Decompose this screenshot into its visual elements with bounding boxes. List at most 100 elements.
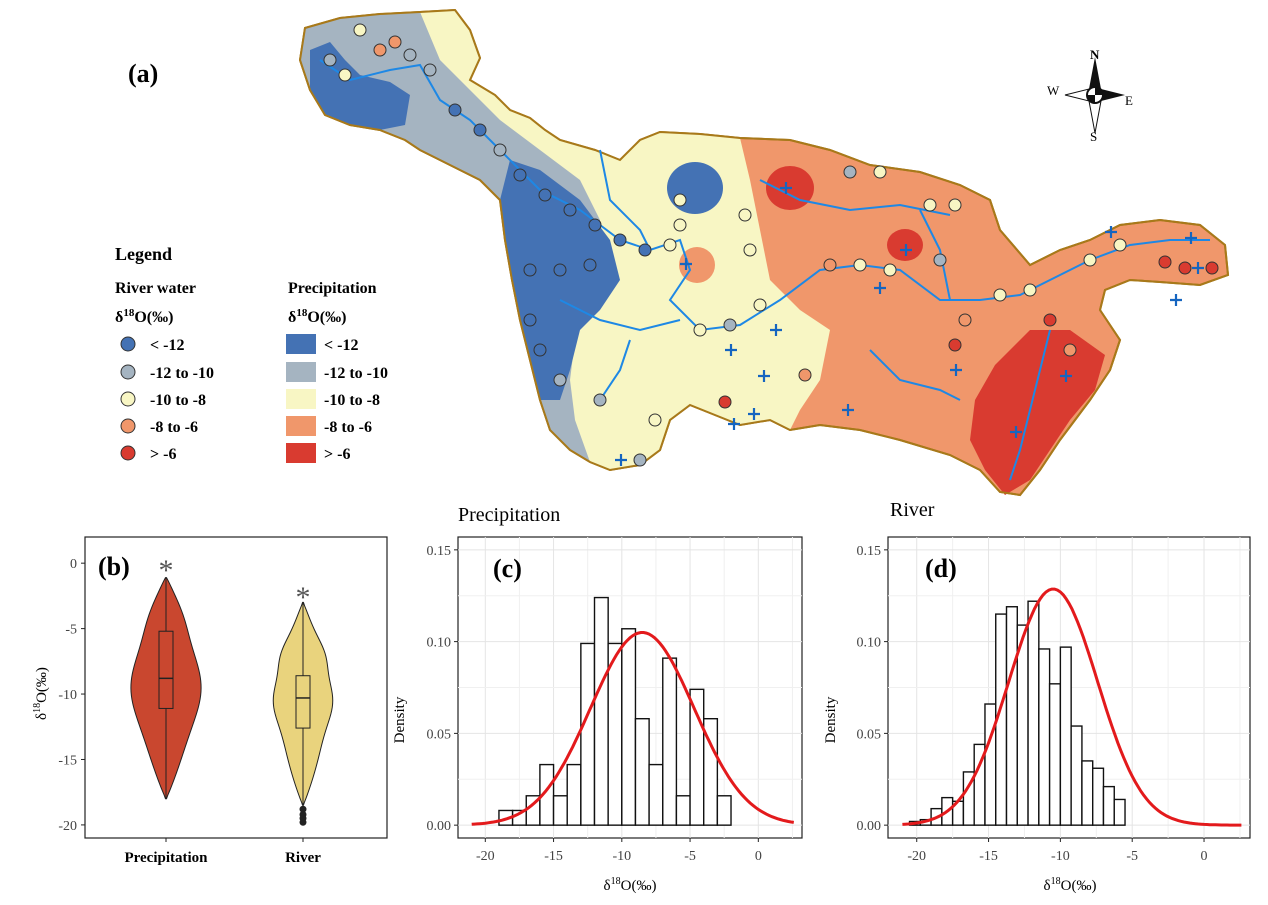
sample-point bbox=[923, 198, 937, 212]
hist-precip-ticks: -20 -15 -10 -5 0 0.00 0.05 0.10 0.15 bbox=[427, 544, 762, 864]
hist-ytick-label: 0.00 bbox=[427, 819, 452, 834]
sample-point bbox=[693, 323, 707, 337]
compass-center-fill bbox=[1087, 87, 1103, 103]
zone-red-south bbox=[970, 330, 1105, 495]
hist-bar bbox=[1113, 798, 1126, 826]
sample-point bbox=[673, 193, 687, 207]
hist-xtick-label: 0 bbox=[1201, 849, 1208, 864]
hist-river-xlabel: δ18O(‰) bbox=[1044, 876, 1097, 894]
sample-point bbox=[338, 68, 352, 82]
precip-stations bbox=[615, 182, 1204, 466]
sample-point bbox=[738, 208, 752, 222]
zone-blue-central bbox=[500, 160, 620, 400]
sample-point bbox=[473, 123, 487, 137]
station-cross bbox=[900, 244, 912, 256]
hist-precip-title: Precipitation bbox=[458, 504, 560, 526]
legend-precip-label-5: > -6 bbox=[324, 446, 350, 463]
sample-point bbox=[798, 368, 812, 382]
sample-point bbox=[743, 243, 757, 257]
violin-precipitation bbox=[130, 577, 202, 800]
station-cross bbox=[842, 404, 854, 416]
sample-point bbox=[753, 298, 767, 312]
histogram-river-panel: River -20 -15 -10 -5 0 0.00 0.05 0.10 0.15 (d) D… bbox=[823, 499, 1251, 894]
legend-river-swatch-5 bbox=[120, 445, 136, 461]
sample-point bbox=[648, 413, 662, 427]
hist-river-title: River bbox=[890, 499, 935, 521]
hist-bar bbox=[1005, 606, 1018, 826]
station-cross bbox=[1105, 226, 1117, 238]
sample-point bbox=[563, 203, 577, 217]
sample-point bbox=[1178, 261, 1192, 275]
sample-point bbox=[1043, 313, 1057, 327]
hist-bar bbox=[580, 642, 596, 826]
hist-bar bbox=[607, 642, 623, 826]
legend-river-swatch-4 bbox=[120, 418, 136, 434]
legend-river-title: River water bbox=[115, 280, 196, 297]
hist-ytick-label: 0.00 bbox=[857, 819, 882, 834]
sample-point bbox=[723, 318, 737, 332]
sample-point bbox=[1113, 238, 1127, 252]
legend-precip-swatch-1 bbox=[286, 334, 316, 354]
legend-precip-label-2: -12 to -10 bbox=[324, 365, 388, 382]
sample-point bbox=[553, 263, 567, 277]
station-cross bbox=[748, 408, 760, 420]
tributary-4 bbox=[919, 209, 951, 301]
map-panel: (a) N S E W Legend River water δ18O(‰) P… bbox=[115, 8, 1230, 497]
tributary-6 bbox=[869, 349, 961, 401]
sample-point bbox=[403, 48, 417, 62]
legend-river-swatch-1 bbox=[120, 336, 136, 352]
legend-precip-swatch-5 bbox=[286, 443, 316, 463]
tributary-1 bbox=[599, 149, 651, 251]
sample-point bbox=[883, 263, 897, 277]
station-cross bbox=[680, 258, 692, 270]
sample-point bbox=[1063, 343, 1077, 357]
compass-s: S bbox=[1090, 129, 1097, 144]
violin-ytick-label: -20 bbox=[58, 819, 77, 834]
compass-w: W bbox=[1047, 83, 1060, 98]
hist-river-ticks: -20 -15 -10 -5 0 0.00 0.05 0.10 0.15 bbox=[857, 544, 1208, 864]
hist-bar bbox=[1059, 646, 1072, 826]
station-cross bbox=[780, 182, 792, 194]
legend-precip-swatch-4 bbox=[286, 416, 316, 436]
hist-ytick-label: 0.05 bbox=[427, 727, 452, 742]
hist-xtick-label: -20 bbox=[907, 849, 926, 864]
hist-bar bbox=[1038, 648, 1051, 826]
boxplot-outlier bbox=[299, 805, 307, 813]
sample-point bbox=[663, 238, 677, 252]
river-sample-points bbox=[323, 23, 1219, 467]
station-cross bbox=[725, 344, 737, 356]
hist-xtick-label: -15 bbox=[979, 849, 998, 864]
violin-boxplots bbox=[158, 577, 311, 826]
hist-xtick-label: -10 bbox=[612, 849, 631, 864]
hist-bar bbox=[648, 763, 664, 826]
hist-bar bbox=[1048, 683, 1062, 826]
sample-point bbox=[1083, 253, 1097, 267]
hist-bar bbox=[621, 628, 637, 826]
hist-precip-bars bbox=[498, 596, 732, 826]
panel-label-b: (b) bbox=[98, 552, 130, 581]
hist-bar bbox=[1016, 624, 1029, 826]
legend-river-swatch-2 bbox=[120, 364, 136, 380]
hist-bar bbox=[593, 596, 609, 826]
legend-precip-label-4: -8 to -6 bbox=[324, 419, 372, 436]
sample-point bbox=[448, 103, 462, 117]
sample-point bbox=[948, 338, 962, 352]
hist-xtick-label: -20 bbox=[476, 849, 495, 864]
tributary-2 bbox=[559, 299, 681, 332]
legend-precip-swatch-2 bbox=[286, 362, 316, 382]
sample-point bbox=[533, 343, 547, 357]
sample-point bbox=[588, 218, 602, 232]
violin-ylabel: δ18O(‰) bbox=[32, 667, 50, 720]
violin-ytick-label: -10 bbox=[58, 688, 77, 703]
compass-e: E bbox=[1125, 93, 1133, 108]
sample-point bbox=[673, 218, 687, 232]
hist-xtick-label: -5 bbox=[684, 849, 696, 864]
hist-ytick-label: 0.05 bbox=[857, 727, 882, 742]
boxplot-box bbox=[158, 630, 174, 709]
violin-ytick-label: -5 bbox=[65, 623, 77, 638]
violin-panel: (b) δ18O(‰) Precipitation River * * 0 -5 -… bbox=[32, 536, 388, 866]
legend-river-label-1: < -12 bbox=[150, 337, 184, 354]
hist-river-normal-fit bbox=[902, 587, 1242, 827]
sample-point bbox=[538, 188, 552, 202]
station-cross bbox=[615, 454, 627, 466]
